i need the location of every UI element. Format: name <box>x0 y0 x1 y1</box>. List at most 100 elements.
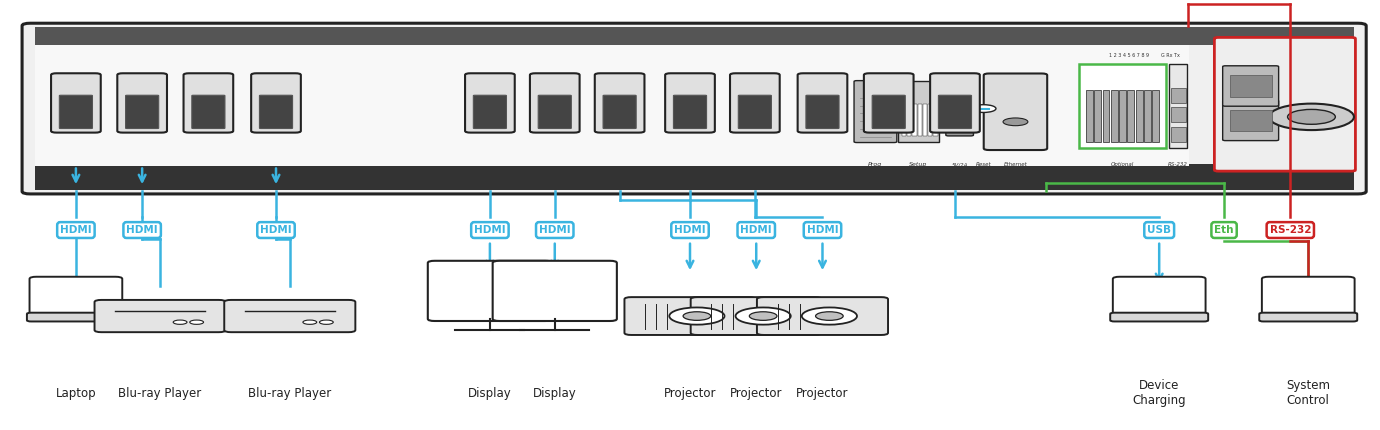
FancyBboxPatch shape <box>673 95 707 129</box>
FancyBboxPatch shape <box>1214 37 1355 171</box>
Text: HDMI: HDMI <box>127 225 157 235</box>
Text: HDMI: HDMI <box>475 225 505 235</box>
FancyBboxPatch shape <box>624 297 756 335</box>
FancyBboxPatch shape <box>126 95 159 129</box>
Bar <box>903 104 907 136</box>
FancyBboxPatch shape <box>984 74 1047 150</box>
FancyBboxPatch shape <box>1259 313 1358 322</box>
Text: Projector: Projector <box>796 387 849 400</box>
FancyBboxPatch shape <box>1112 277 1206 316</box>
Bar <box>1170 107 1185 122</box>
Text: 1 2 3 4 5 6 7 8 9: 1 2 3 4 5 6 7 8 9 <box>1108 53 1148 58</box>
FancyBboxPatch shape <box>51 73 101 132</box>
Text: HDMI: HDMI <box>61 225 91 235</box>
Bar <box>1170 126 1185 141</box>
FancyBboxPatch shape <box>224 300 355 332</box>
Bar <box>1170 88 1185 103</box>
Text: HDMI: HDMI <box>261 225 291 235</box>
Text: Setup: Setup <box>909 163 927 167</box>
Circle shape <box>174 320 188 324</box>
Bar <box>34 164 1354 190</box>
Bar <box>929 104 933 136</box>
FancyBboxPatch shape <box>854 80 897 142</box>
Circle shape <box>749 312 777 320</box>
FancyBboxPatch shape <box>428 261 552 321</box>
Bar <box>1111 90 1118 141</box>
FancyBboxPatch shape <box>730 73 780 132</box>
FancyBboxPatch shape <box>1223 100 1279 141</box>
Text: Laptop: Laptop <box>55 387 97 400</box>
Text: Output 4: Output 4 <box>679 175 701 180</box>
Circle shape <box>1288 109 1336 124</box>
Bar <box>1169 64 1187 148</box>
Circle shape <box>802 307 857 325</box>
FancyBboxPatch shape <box>665 73 715 132</box>
FancyBboxPatch shape <box>59 95 92 129</box>
Text: HDMI: HDMI <box>741 225 771 235</box>
FancyBboxPatch shape <box>538 95 571 129</box>
FancyBboxPatch shape <box>872 95 905 129</box>
FancyBboxPatch shape <box>1261 277 1355 316</box>
Bar <box>1152 90 1159 141</box>
FancyBboxPatch shape <box>192 95 225 129</box>
FancyBboxPatch shape <box>756 297 889 335</box>
FancyBboxPatch shape <box>691 297 822 335</box>
Text: Blu-ray Player: Blu-ray Player <box>119 387 201 400</box>
Text: 5V/2A: 5V/2A <box>951 163 967 167</box>
Circle shape <box>1270 104 1354 130</box>
Circle shape <box>190 320 204 324</box>
Text: Output 1: Output 1 <box>479 175 501 180</box>
FancyBboxPatch shape <box>945 100 973 136</box>
Bar <box>918 104 922 136</box>
FancyBboxPatch shape <box>29 277 123 316</box>
FancyBboxPatch shape <box>595 73 644 132</box>
Text: G Rx Tx: G Rx Tx <box>1161 53 1180 58</box>
Text: RS-232: RS-232 <box>1167 163 1188 167</box>
Bar <box>1127 90 1134 141</box>
Text: Projector: Projector <box>664 387 716 400</box>
Bar <box>1094 90 1101 141</box>
Circle shape <box>1003 118 1028 126</box>
Bar <box>1230 75 1272 97</box>
Text: Display: Display <box>468 387 512 400</box>
Bar <box>898 81 940 141</box>
Bar <box>907 104 911 136</box>
Text: Eth: Eth <box>1214 225 1234 235</box>
FancyBboxPatch shape <box>864 73 914 132</box>
Bar <box>1136 90 1143 141</box>
FancyBboxPatch shape <box>738 95 771 129</box>
Text: HDMI: HDMI <box>807 225 838 235</box>
Bar <box>1144 90 1151 141</box>
Text: Output 8: Output 8 <box>944 175 966 180</box>
Text: Output 5: Output 5 <box>744 175 766 180</box>
Text: Output 7: Output 7 <box>878 175 900 180</box>
Circle shape <box>320 320 334 324</box>
Text: Output 6: Output 6 <box>811 175 834 180</box>
Circle shape <box>669 307 724 325</box>
Text: Input 3: Input 3 <box>199 175 218 180</box>
Bar <box>923 104 927 136</box>
Text: Input 4: Input 4 <box>266 175 286 180</box>
Circle shape <box>972 104 996 112</box>
FancyBboxPatch shape <box>473 95 506 129</box>
Text: RS-232: RS-232 <box>1270 225 1311 235</box>
Bar <box>1103 90 1110 141</box>
Text: Display: Display <box>533 387 577 400</box>
Bar <box>912 104 916 136</box>
FancyBboxPatch shape <box>493 261 617 321</box>
Circle shape <box>304 320 317 324</box>
Text: USB: USB <box>1147 225 1172 235</box>
FancyBboxPatch shape <box>938 95 972 129</box>
FancyBboxPatch shape <box>94 300 226 332</box>
Bar <box>1119 90 1126 141</box>
Text: Output 3: Output 3 <box>609 175 631 180</box>
Text: Optional: Optional <box>1111 163 1134 167</box>
Circle shape <box>816 312 843 320</box>
FancyBboxPatch shape <box>603 95 636 129</box>
Text: Blu-ray Player: Blu-ray Player <box>248 387 331 400</box>
Bar <box>1086 90 1093 141</box>
FancyBboxPatch shape <box>930 73 980 132</box>
Text: HDMI: HDMI <box>540 225 570 235</box>
FancyBboxPatch shape <box>259 95 293 129</box>
Text: Device
Charging: Device Charging <box>1133 379 1185 408</box>
